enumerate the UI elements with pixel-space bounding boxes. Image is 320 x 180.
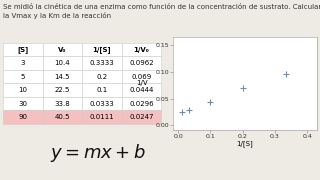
Point [208, 100, 213, 103]
Y-axis label: 1/V: 1/V [136, 80, 148, 86]
Point [283, 72, 288, 75]
X-axis label: 1/[S]: 1/[S] [236, 140, 253, 147]
Point [240, 87, 245, 90]
Text: Se midió la cinética de una enzima como función de la concentración de sustrato.: Se midió la cinética de una enzima como … [3, 4, 320, 19]
Point [186, 108, 191, 111]
Point [179, 111, 184, 114]
Text: $y = mx + b$: $y = mx + b$ [50, 142, 146, 164]
